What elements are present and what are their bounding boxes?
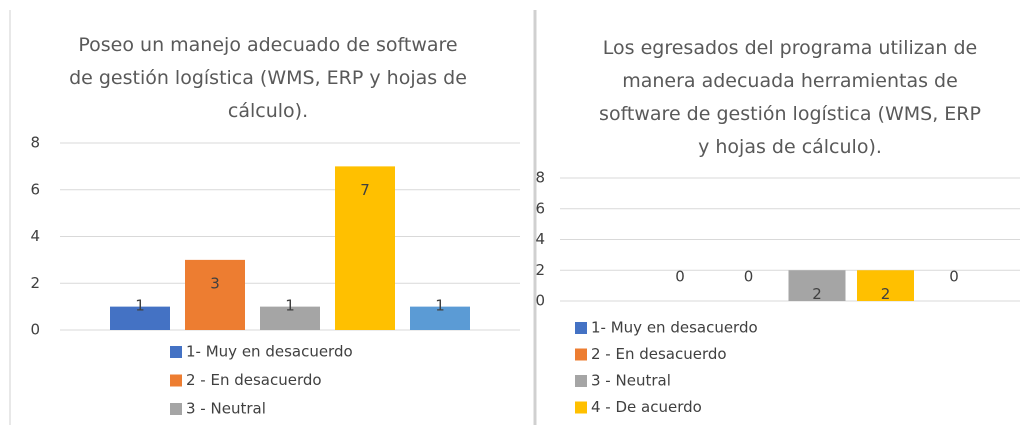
bar bbox=[110, 306, 170, 330]
y-tick-label: 8 bbox=[535, 169, 545, 187]
bar bbox=[335, 166, 395, 330]
title-line: manera adecuada herramientas de bbox=[622, 70, 958, 92]
value-label: 0 bbox=[744, 268, 754, 286]
y-tick-label: 0 bbox=[30, 321, 40, 339]
legend-swatch bbox=[575, 401, 587, 414]
legend-swatch bbox=[170, 403, 182, 415]
legend-swatch bbox=[575, 375, 587, 387]
bar bbox=[185, 259, 245, 330]
y-tick-label: 2 bbox=[535, 261, 545, 279]
value-label: 3 bbox=[210, 274, 220, 292]
y-tick-label: 6 bbox=[30, 180, 40, 198]
y-tick-label: 4 bbox=[535, 230, 545, 248]
value-label: 1 bbox=[285, 297, 295, 315]
legend-label: 1- Muy en desacuerdo bbox=[186, 343, 353, 361]
chart-title: Poseo un manejo adecuado de software de g… bbox=[69, 34, 467, 122]
legend-label: 3 - Neutral bbox=[186, 400, 266, 418]
legend-swatch bbox=[170, 374, 182, 387]
value-label: 2 bbox=[812, 285, 822, 303]
legend-label: 3 - Neutral bbox=[591, 372, 671, 390]
y-tick-label: 0 bbox=[535, 292, 545, 310]
title-line: Poseo un manejo adecuado de software bbox=[78, 34, 457, 56]
legend-label: 1- Muy en desacuerdo bbox=[591, 319, 758, 337]
y-tick-label: 8 bbox=[30, 134, 40, 152]
value-label: 2 bbox=[881, 285, 891, 303]
y-tick-label: 4 bbox=[30, 227, 40, 245]
legend-swatch bbox=[575, 322, 587, 334]
title-line: y hojas de cálculo). bbox=[698, 136, 882, 158]
legend-swatch bbox=[170, 346, 182, 358]
bar bbox=[410, 306, 470, 330]
bar bbox=[857, 270, 914, 301]
title-line: software de gestión logística (WMS, ERP bbox=[599, 103, 981, 125]
title-line: de gestión logística (WMS, ERP y hojas d… bbox=[69, 67, 467, 89]
value-label: 1 bbox=[135, 297, 145, 315]
legend-swatch bbox=[575, 348, 587, 361]
y-tick-label: 2 bbox=[30, 274, 40, 292]
chart-title: Los egresados del programa utilizan de ma… bbox=[599, 37, 981, 158]
bar bbox=[260, 306, 320, 330]
legend-label: 2 - En desacuerdo bbox=[591, 345, 727, 363]
bar bbox=[788, 270, 846, 301]
value-label: 7 bbox=[360, 181, 370, 199]
y-tick-label: 6 bbox=[535, 199, 545, 217]
legend-label: 4 - De acuerdo bbox=[591, 398, 702, 416]
title-line: cálculo). bbox=[228, 100, 308, 122]
title-line: Los egresados del programa utilizan de bbox=[603, 37, 977, 59]
value-label: 0 bbox=[949, 268, 959, 286]
value-label: 1 bbox=[435, 297, 445, 315]
value-label: 0 bbox=[675, 268, 685, 286]
legend-label: 2 - En desacuerdo bbox=[186, 371, 322, 389]
